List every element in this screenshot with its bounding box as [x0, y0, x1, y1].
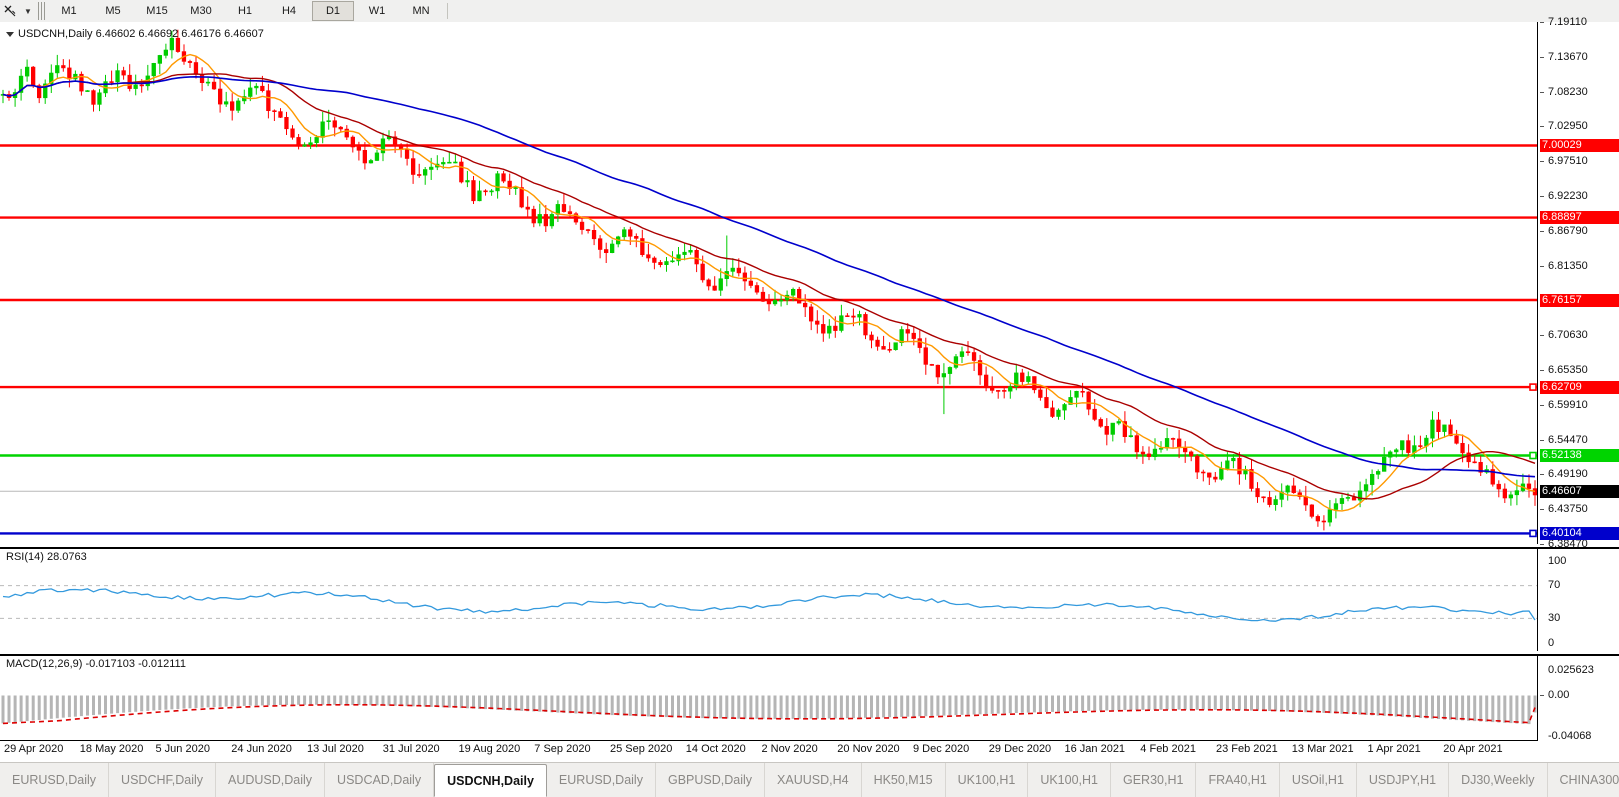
date-tick: 14 Oct 2020 — [686, 743, 746, 755]
date-tick: 18 May 2020 — [80, 743, 144, 755]
date-tick: 25 Sep 2020 — [610, 743, 672, 755]
rsi-label: RSI(14) 28.0763 — [6, 551, 87, 563]
chart-tab-usdcad-daily[interactable]: USDCAD,Daily — [325, 763, 434, 797]
price-level-label[interactable]: 6.62709 — [1540, 381, 1619, 394]
price-tick: 6.54470 — [1540, 434, 1619, 447]
price-tick: 6.59910 — [1540, 399, 1619, 412]
timeframe-button-m1[interactable]: M1 — [48, 1, 90, 21]
date-axis[interactable]: 29 Apr 2020 18 May 2020 5 Jun 2020 24 Jun 2… — [0, 740, 1619, 762]
chart-tab-xauusd-h4[interactable]: XAUUSD,H4 — [765, 763, 862, 797]
date-tick: 7 Sep 2020 — [534, 743, 590, 755]
chart-tab-ger30-h1[interactable]: GER30,H1 — [1111, 763, 1196, 797]
date-tick: 24 Jun 2020 — [231, 743, 292, 755]
timeframe-button-h4[interactable]: H4 — [268, 1, 310, 21]
date-tick: 16 Jan 2021 — [1065, 743, 1126, 755]
price-level-label[interactable]: 7.00029 — [1540, 139, 1619, 152]
timeframe-button-m15[interactable]: M15 — [136, 1, 178, 21]
price-level-label[interactable]: 6.40104 — [1540, 527, 1619, 540]
chevron-down-icon[interactable]: ▼ — [20, 1, 36, 21]
date-tick: 13 Jul 2020 — [307, 743, 364, 755]
rsi-tick: 70 — [1540, 579, 1619, 592]
date-tick: 13 Mar 2021 — [1292, 743, 1354, 755]
chart-tab-eurusd-daily[interactable]: EURUSD,Daily — [547, 763, 656, 797]
symbol-ohlc-label: USDCNH,Daily 6.46602 6.46692 6.46176 6.4… — [6, 28, 264, 40]
price-tick: 6.97510 — [1540, 155, 1619, 168]
date-tick: 23 Feb 2021 — [1216, 743, 1278, 755]
chart-tab-gbpusd-daily[interactable]: GBPUSD,Daily — [656, 763, 765, 797]
date-tick: 29 Apr 2020 — [4, 743, 63, 755]
macd-tick: 0.025623 — [1540, 664, 1619, 677]
chart-tab-usdchf-daily[interactable]: USDCHF,Daily — [109, 763, 216, 797]
price-tick: 7.08230 — [1540, 86, 1619, 99]
price-tick: 7.13670 — [1540, 51, 1619, 64]
price-level-label[interactable]: 6.52138 — [1540, 449, 1619, 462]
timeframe-button-d1[interactable]: D1 — [312, 1, 354, 21]
date-tick: 29 Dec 2020 — [989, 743, 1051, 755]
price-tick: 6.81350 — [1540, 260, 1619, 273]
price-tick: 7.19110 — [1540, 16, 1619, 29]
rsi-tick: 0 — [1540, 637, 1619, 650]
price-level-label[interactable]: 6.46607 — [1540, 485, 1619, 498]
toolbar-divider — [447, 3, 448, 19]
rsi-canvas — [0, 547, 1538, 651]
chart-area[interactable]: USDCNH,Daily 6.46602 6.46692 6.46176 6.4… — [0, 22, 1619, 740]
chart-tab-uk100-h1[interactable]: UK100,H1 — [946, 763, 1029, 797]
timeframe-button-m30[interactable]: M30 — [180, 1, 222, 21]
toolbar-drag-handle[interactable] — [38, 2, 47, 20]
chart-tab-fra40-h1[interactable]: FRA40,H1 — [1196, 763, 1279, 797]
price-tick: 6.49190 — [1540, 468, 1619, 481]
price-level-label[interactable]: 6.88897 — [1540, 211, 1619, 224]
macd-tick: 0.00 — [1540, 689, 1619, 702]
price-pane[interactable]: USDCNH,Daily 6.46602 6.46692 6.46176 6.4… — [0, 22, 1619, 544]
macd-canvas — [0, 654, 1538, 740]
rsi-tick: 100 — [1540, 555, 1619, 568]
collapse-triangle-icon[interactable] — [6, 32, 14, 37]
timeframe-button-h1[interactable]: H1 — [224, 1, 266, 21]
price-tick: 6.65350 — [1540, 364, 1619, 377]
date-tick: 1 Apr 2021 — [1368, 743, 1421, 755]
chart-tab-dj30-weekly[interactable]: DJ30,Weekly — [1449, 763, 1547, 797]
timeframe-button-mn[interactable]: MN — [400, 1, 442, 21]
rsi-top-border — [0, 547, 1619, 549]
timeframe-button-w1[interactable]: W1 — [356, 1, 398, 21]
chart-tab-hk50-m15[interactable]: HK50,M15 — [862, 763, 946, 797]
macd-pane[interactable]: MACD(12,26,9) -0.017103 -0.012111 0.0256… — [0, 654, 1619, 740]
candlestick-canvas — [0, 22, 1538, 544]
timeframe-button-m5[interactable]: M5 — [92, 1, 134, 21]
price-tick: 6.70630 — [1540, 329, 1619, 342]
date-tick: 5 Jun 2020 — [156, 743, 210, 755]
price-tick: 6.43750 — [1540, 503, 1619, 516]
date-tick: 20 Nov 2020 — [837, 743, 899, 755]
rsi-tick: 30 — [1540, 612, 1619, 625]
chart-tab-audusd-daily[interactable]: AUDUSD,Daily — [216, 763, 325, 797]
price-tick: 7.02950 — [1540, 120, 1619, 133]
date-axis-top-rule — [0, 740, 1538, 741]
date-tick: 9 Dec 2020 — [913, 743, 969, 755]
date-tick: 20 Apr 2021 — [1443, 743, 1502, 755]
crosshair-cursor-icon[interactable] — [0, 1, 20, 21]
chart-tab-eurusd-daily[interactable]: EURUSD,Daily — [0, 763, 109, 797]
chart-tab-china300-h1[interactable]: CHINA300,H1 — [1548, 763, 1619, 797]
chart-tab-usoil-h1[interactable]: USOil,H1 — [1280, 763, 1357, 797]
date-tick: 31 Jul 2020 — [383, 743, 440, 755]
price-level-label[interactable]: 6.76157 — [1540, 294, 1619, 307]
chart-tab-usdcnh-daily[interactable]: USDCNH,Daily — [434, 764, 547, 797]
price-tick: 6.86790 — [1540, 225, 1619, 238]
price-tick: 6.92230 — [1540, 190, 1619, 203]
macd-top-border — [0, 654, 1619, 656]
chart-tab-uk100-h1[interactable]: UK100,H1 — [1028, 763, 1111, 797]
macd-label: MACD(12,26,9) -0.017103 -0.012111 — [6, 658, 186, 670]
date-tick: 2 Nov 2020 — [762, 743, 818, 755]
chart-tab-usdjpy-h1[interactable]: USDJPY,H1 — [1357, 763, 1449, 797]
rsi-axis: 100 70 30 0 — [1538, 547, 1619, 651]
date-tick: 19 Aug 2020 — [459, 743, 521, 755]
rsi-pane[interactable]: RSI(14) 28.0763 100 70 30 0 — [0, 547, 1619, 651]
date-tick: 4 Feb 2021 — [1140, 743, 1196, 755]
